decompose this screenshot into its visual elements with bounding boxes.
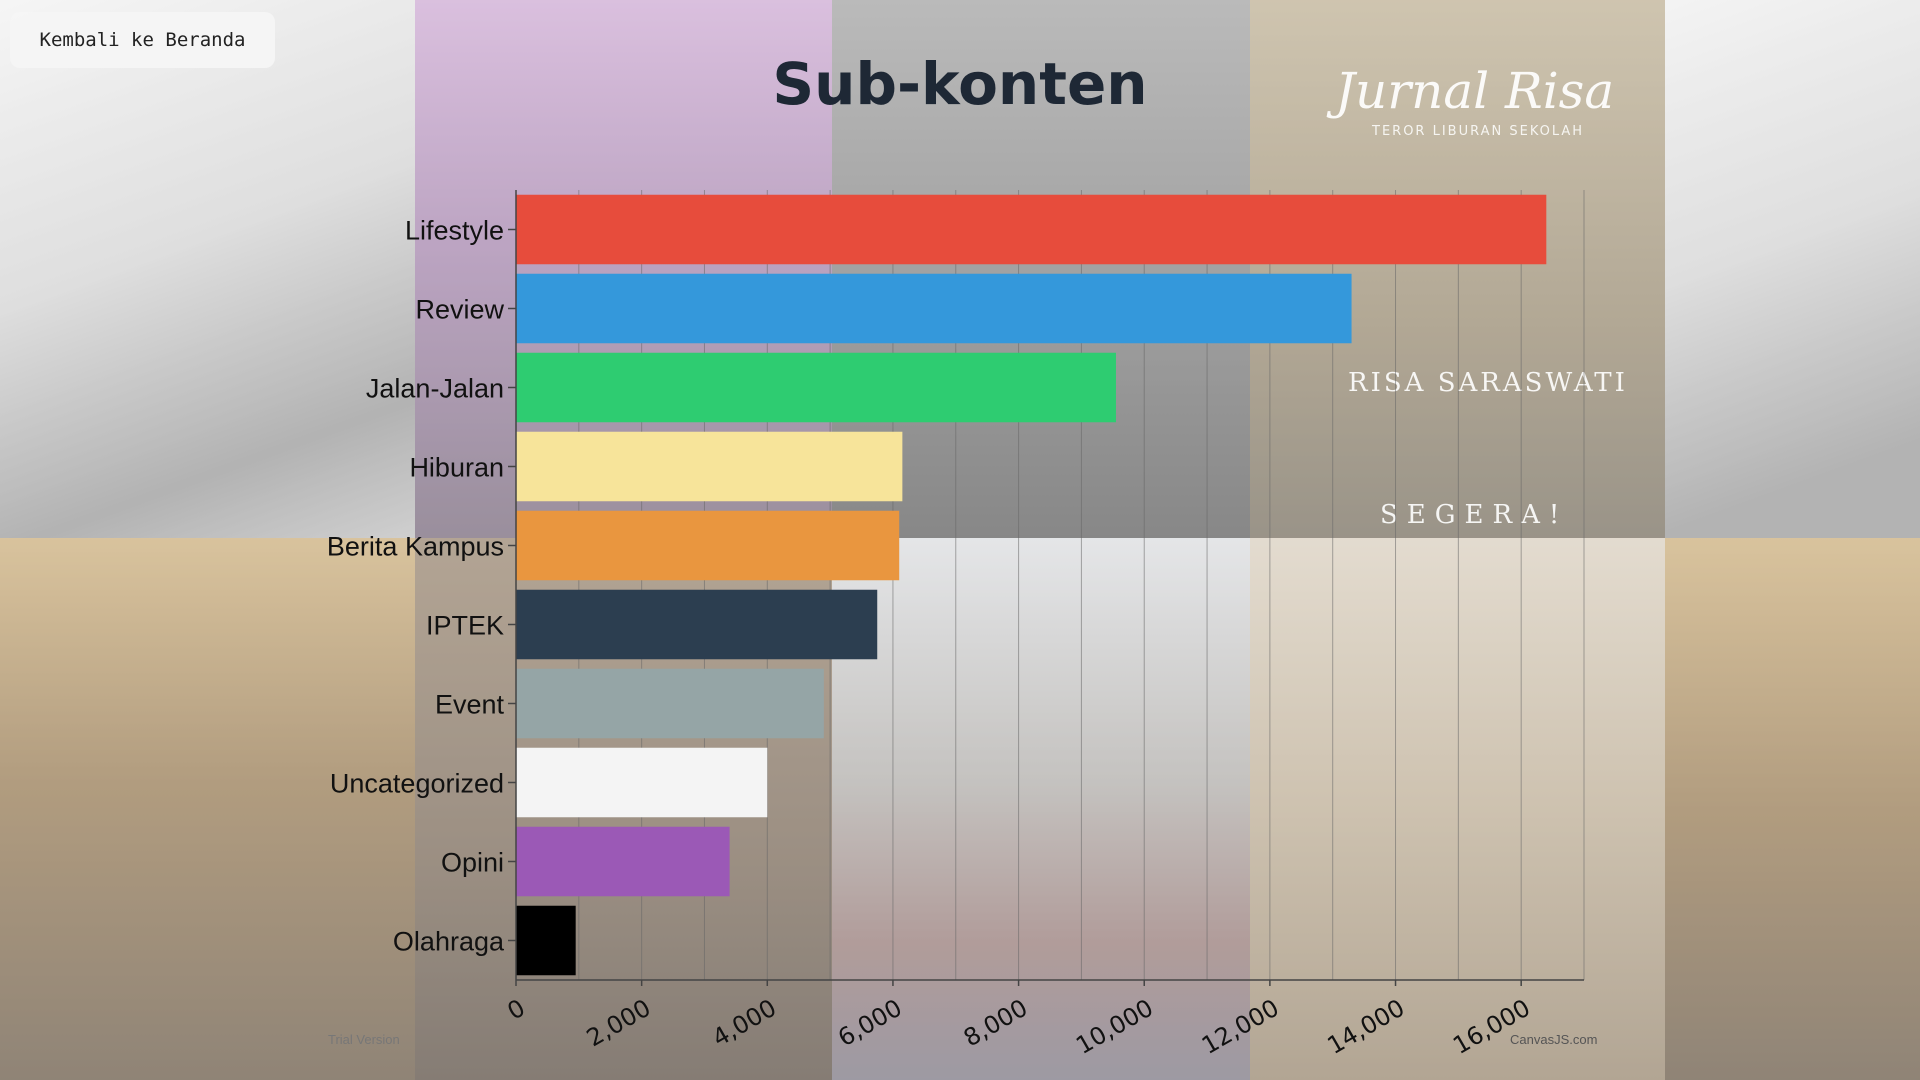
x-tick-label: 8,000 (959, 994, 1033, 1053)
x-tick-label: 4,000 (708, 994, 782, 1053)
category-label: Lifestyle (405, 216, 504, 246)
bar-event (516, 668, 824, 739)
category-label: Hiburan (409, 453, 504, 483)
x-tick-label: 6,000 (833, 994, 907, 1053)
background-photo-people (1250, 538, 1665, 1080)
bar-uncategorized (516, 747, 768, 818)
bar-hiburan (516, 431, 903, 502)
x-tick-label: 16,000 (1448, 994, 1535, 1060)
x-tick-label: 12,000 (1197, 994, 1284, 1060)
axes (508, 190, 1584, 986)
chart-title: Sub-konten (772, 50, 1148, 118)
category-label: Jalan-Jalan (366, 374, 504, 404)
canvasjs-watermark: CanvasJS.com (1510, 1032, 1598, 1047)
bar-review (516, 273, 1352, 344)
tick-labels: 0 2,000 4,000 6,000 8,000 10,000 12,000 14,000 1… (503, 994, 1535, 1060)
bar-iptek (516, 589, 878, 660)
x-tick-label: 0 (503, 994, 530, 1026)
x-tick-label: 10,000 (1071, 994, 1158, 1060)
bar-lifestyle (516, 194, 1547, 265)
back-to-home-button[interactable]: Kembali ke Beranda (10, 12, 275, 68)
background-photo-chef-left (0, 538, 415, 1080)
poster-subtitle: TEROR LIBURAN SEKOLAH (1372, 124, 1585, 139)
category-label: Uncategorized (330, 769, 504, 799)
x-tick-label: 14,000 (1323, 994, 1410, 1060)
background-photo-book-poster (1250, 0, 1665, 538)
bar-opini (516, 826, 730, 897)
poster-author: RISA SARASWATI (1348, 368, 1628, 398)
poster-soon: SEGERA! (1380, 500, 1569, 530)
x-tick-label: 2,000 (582, 994, 656, 1053)
background-photo-portrait-left (0, 0, 415, 538)
category-label: Opini (441, 848, 504, 878)
category-label: IPTEK (426, 611, 504, 641)
category-label: Review (415, 295, 504, 325)
category-label: Event (435, 690, 505, 720)
category-label: Berita Kampus (327, 532, 504, 562)
bar-olahraga (516, 905, 576, 976)
bar-jalan-jalan (516, 352, 1116, 423)
background-photo-chef-right (1665, 538, 1920, 1080)
bars (516, 194, 1547, 976)
category-labels: Lifestyle Review Jalan-Jalan Hiburan Berita … (327, 216, 505, 957)
background-photo-protest (832, 538, 1250, 1080)
trial-version-watermark: Trial Version (328, 1032, 400, 1047)
background-photo-portrait-right (1665, 0, 1920, 538)
bar-berita-kampus (516, 510, 900, 581)
category-label: Olahraga (393, 927, 505, 957)
poster-title: Jurnal Risa (1335, 62, 1615, 120)
